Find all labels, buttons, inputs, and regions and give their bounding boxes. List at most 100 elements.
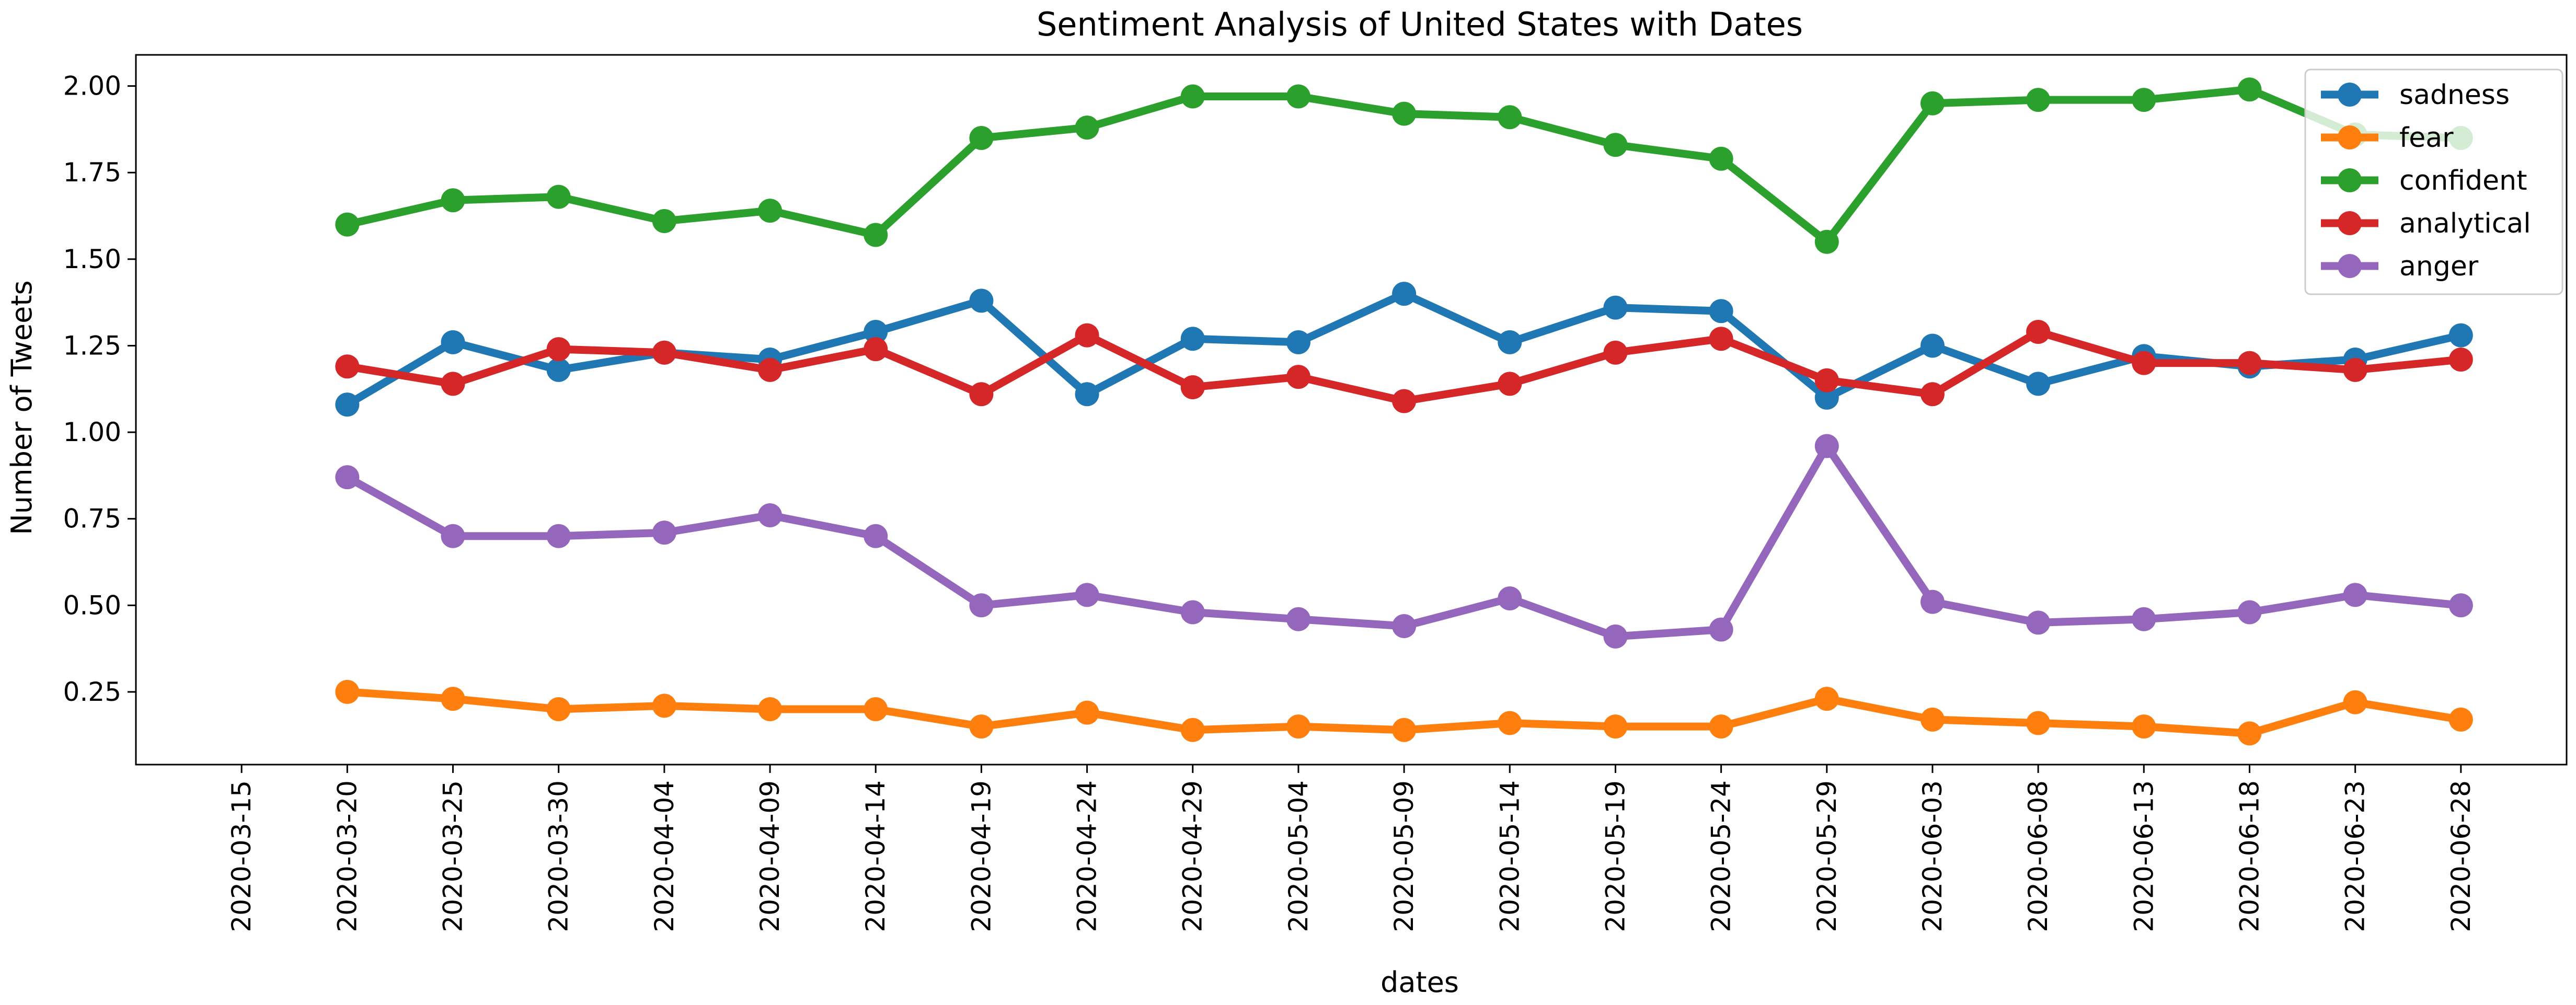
plot-frame [135,54,2568,766]
legend: sadness fear confident analytical anger [2304,68,2563,295]
x-tick-label: 2020-06-28 [2446,780,2476,932]
data-point-fear [546,697,571,722]
data-point-sadness [969,288,994,313]
data-point-fear [2026,711,2051,735]
data-point-confident [1709,146,1733,171]
data-point-fear [1814,687,1839,711]
y-tick-label: 0.25 [63,677,121,707]
data-point-confident [1180,84,1205,109]
series-anger [335,434,2473,649]
x-tick-label: 2020-05-14 [1494,780,1525,932]
data-point-analytical [1920,382,1945,407]
data-point-anger [758,503,783,528]
legend-label: sadness [2399,79,2510,111]
data-point-sadness [1286,330,1310,354]
data-point-confident [1498,105,1522,130]
data-point-anger [652,521,676,545]
data-point-fear [864,697,888,722]
x-tick-label: 2020-05-04 [1283,780,1314,932]
data-point-anger [335,465,360,490]
data-point-confident [441,188,465,213]
data-point-anger [1498,586,1522,611]
data-point-anger [1920,590,1945,614]
data-point-confident [2237,77,2262,102]
data-point-confident [335,212,360,237]
legend-item-fear: fear [2321,122,2454,154]
data-point-sadness [1180,327,1205,351]
data-point-anger [2448,593,2473,618]
data-point-sadness [1075,382,1099,407]
data-point-sadness [2026,372,2051,396]
series-fear [335,679,2473,746]
data-point-analytical [1180,375,1205,399]
data-point-confident [1392,101,1417,126]
x-tick-label: 2020-04-14 [860,780,891,932]
legend-marker [2338,254,2362,278]
data-point-fear [1286,714,1310,739]
series-analytical [335,319,2473,413]
data-point-fear [969,714,994,739]
data-point-anger [1286,607,1310,631]
data-point-analytical [1814,368,1839,392]
y-tick-label: 0.50 [63,590,121,620]
data-point-analytical [1603,340,1628,365]
legend-label: analytical [2399,208,2531,239]
data-point-analytical [335,354,360,379]
x-axis-label: dates [1381,966,1459,999]
x-tick-label: 2020-04-24 [1072,780,1102,932]
data-point-sadness [441,330,465,354]
y-tick-label: 1.50 [63,244,121,274]
y-tick-label: 1.00 [63,417,121,447]
data-point-fear [1392,718,1417,742]
data-point-sadness [1814,385,1839,410]
plot-area: 0.25 0.50 0.75 1.00 1.25 1.50 1.75 2.00 2020-03-… [63,54,2568,932]
data-point-anger [2343,583,2367,607]
legend-label: anger [2399,251,2479,282]
data-point-analytical [1075,323,1099,348]
data-point-fear [1075,700,1099,725]
y-axis-label: Number of Tweets [5,280,38,535]
data-point-analytical [2132,351,2156,375]
series-confident [335,77,2473,254]
data-point-fear [441,687,465,711]
data-point-confident [1603,133,1628,157]
y-tick-label: 1.75 [63,157,121,188]
data-point-analytical [1286,365,1310,389]
data-point-fear [758,697,783,722]
data-point-sadness [1392,282,1417,306]
x-tick-label: 2020-06-18 [2234,780,2264,932]
data-point-confident [758,199,783,223]
data-point-anger [1392,614,1417,639]
legend-item-anger: anger [2321,251,2479,282]
data-point-anger [546,524,571,548]
data-point-anger [2026,610,2051,635]
data-point-sadness [546,357,571,382]
y-tick-label: 1.25 [63,330,121,361]
data-point-fear [1603,714,1628,739]
data-point-analytical [2448,347,2473,372]
data-point-confident [969,125,994,150]
data-point-confident [1814,229,1839,254]
data-point-analytical [2237,351,2262,375]
data-point-anger [864,524,888,548]
x-tick-label: 2020-06-08 [2023,780,2053,932]
data-point-anger [1180,600,1205,625]
data-point-sadness [1709,299,1733,324]
data-point-confident [1286,84,1310,109]
x-tick-label: 2020-05-19 [1600,780,1630,932]
data-point-analytical [1709,327,1733,351]
y-tick-label: 0.75 [63,504,121,534]
data-point-confident [1920,91,1945,115]
x-tick-label: 2020-06-03 [1917,780,1948,932]
x-tick-label: 2020-05-29 [1812,780,1842,932]
legend-item-confident: confident [2321,165,2527,197]
data-point-analytical [2343,357,2367,382]
data-point-anger [1814,434,1839,458]
data-point-anger [2132,607,2156,631]
legend-item-sadness: sadness [2321,79,2510,111]
legend-item-analytical: analytical [2321,208,2531,239]
data-point-fear [1920,707,1945,732]
data-point-anger [969,593,994,618]
x-tick-label: 2020-06-13 [2129,780,2159,932]
